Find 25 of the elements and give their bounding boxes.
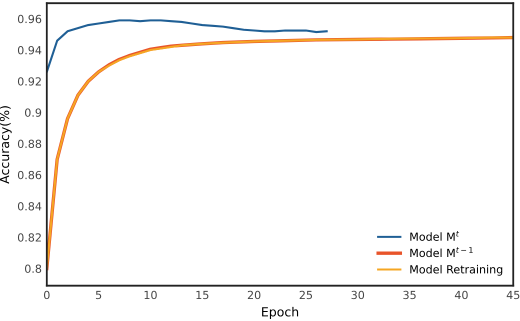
y-tick-label: 0.94 <box>18 46 42 54</box>
legend-label: Model M$^{t}$ <box>410 230 460 241</box>
y-axis-title: Accuracy(%) <box>0 106 12 184</box>
x-tick-label: 25 <box>300 290 312 300</box>
y-tick-label: 0.96 <box>18 14 42 24</box>
line-series <box>46 19 328 73</box>
y-tick-label: 0.8 <box>25 264 42 273</box>
y-tick-label: 0.92 <box>18 77 41 86</box>
x-tick-label: 40 <box>454 290 468 300</box>
x-tick-label: 10 <box>144 290 157 300</box>
legend-label: Model M$^{t−1}$ <box>410 247 473 258</box>
y-tick-label: 0.86 <box>18 170 42 180</box>
x-axis-title: Epoch <box>262 306 298 319</box>
x-tick-label: 5 <box>96 290 102 300</box>
legend-label: Model Retraining <box>410 264 502 276</box>
x-tick-label: 20 <box>248 290 260 300</box>
x-tick-label: 0 <box>44 290 50 300</box>
x-tick-label: 15 <box>196 290 208 300</box>
x-tick-label: 45 <box>506 290 520 300</box>
y-tick-label: 0.88 <box>18 140 42 148</box>
y-tick-label: 0.9 <box>25 108 42 117</box>
x-tick-label: 30 <box>352 290 364 300</box>
y-tick-label: 0.84 <box>18 202 42 210</box>
y-tick-label: 0.82 <box>18 233 41 242</box>
x-tick-label: 35 <box>403 290 416 300</box>
